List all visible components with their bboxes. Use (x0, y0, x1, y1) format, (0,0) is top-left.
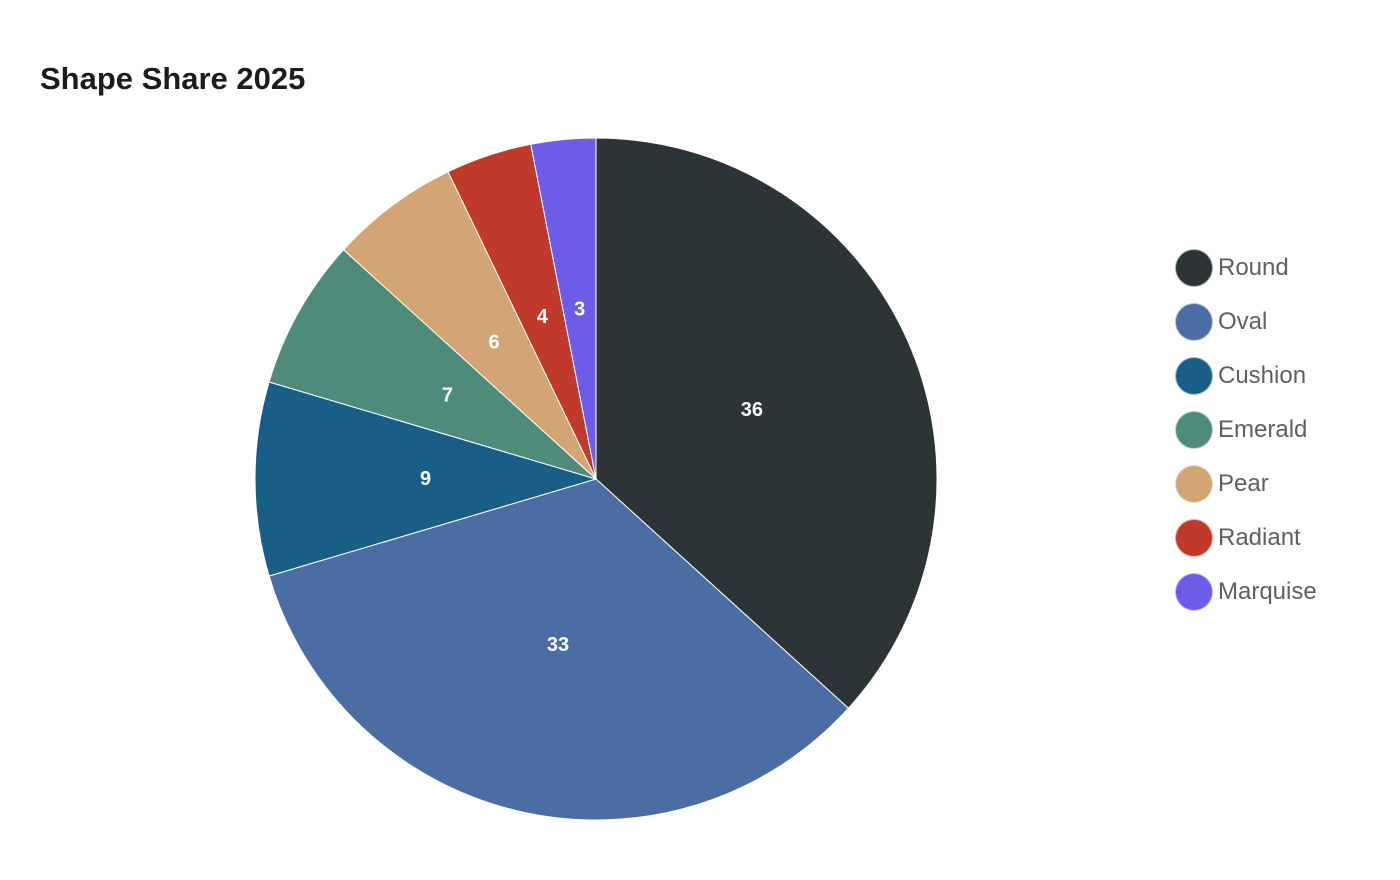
legend-swatch-icon (1175, 465, 1213, 503)
pie-slice-oval (268, 478, 850, 821)
legend-item-cushion[interactable]: Cushion (1175, 357, 1317, 395)
legend-label: Oval (1218, 308, 1268, 335)
legend-label: Marquise (1218, 578, 1317, 605)
legend-swatch-icon (1175, 303, 1213, 341)
chart-title: Shape Share 2025 (40, 61, 306, 96)
pie-slice-round (595, 137, 938, 709)
slice-value-label-oval: 33 (547, 634, 569, 656)
pie-slice-marquise (530, 137, 597, 480)
slice-value-label-round: 36 (741, 399, 763, 421)
legend-label: Cushion (1218, 362, 1307, 389)
legend-swatch-icon (1175, 573, 1213, 611)
slice-value-label-pear: 6 (488, 331, 499, 353)
pie-slices (254, 137, 938, 821)
legend-swatch-icon (1175, 411, 1213, 449)
legend-item-emerald[interactable]: Emerald (1175, 411, 1317, 449)
slice-value-label-radiant: 4 (537, 306, 549, 328)
pie-slice-cushion (254, 381, 598, 577)
legend-item-radiant[interactable]: Radiant (1175, 519, 1317, 557)
pie-slice-emerald (268, 249, 597, 480)
legend-swatch-icon (1175, 357, 1213, 395)
legend-swatch-icon (1175, 249, 1213, 287)
legend-item-oval[interactable]: Oval (1175, 303, 1317, 341)
legend-item-pear[interactable]: Pear (1175, 465, 1317, 503)
legend-item-marquise[interactable]: Marquise (1175, 573, 1317, 611)
legend-label: Emerald (1218, 416, 1308, 443)
pie-slice-pear (342, 171, 597, 480)
legend-label: Round (1218, 254, 1289, 281)
slice-value-label-marquise: 3 (574, 298, 585, 320)
legend-item-round[interactable]: Round (1175, 249, 1317, 287)
legend-swatch-icon (1175, 519, 1213, 557)
legend-label: Radiant (1218, 524, 1301, 551)
slice-value-label-cushion: 9 (420, 468, 431, 490)
legend: Round Oval Cushion Emerald Pear Radiant Marqui… (1175, 249, 1317, 627)
legend-label: Pear (1218, 470, 1269, 497)
slice-value-label-emerald: 7 (442, 384, 453, 406)
pie-value-labels: 36 33 9 7 6 4 3 (420, 298, 763, 656)
